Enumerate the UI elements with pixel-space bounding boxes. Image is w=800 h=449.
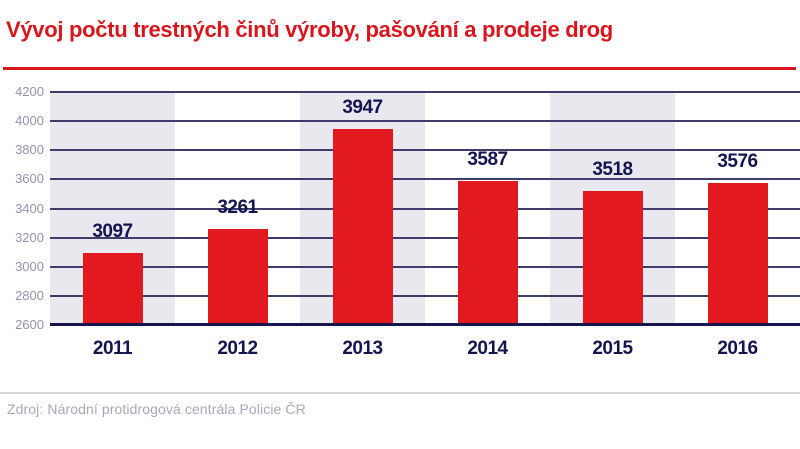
x-axis-labels: 2011 2012 2013 2014 2015 2016 — [50, 338, 800, 362]
bar-2016 — [707, 182, 768, 325]
gridline — [50, 91, 800, 93]
x-axis-line — [50, 323, 800, 326]
y-tick-label: 4200 — [15, 84, 44, 99]
plot-area: 3097 3261 3947 3587 3518 3576 — [50, 91, 800, 326]
bar-value-label: 3947 — [342, 96, 383, 118]
bar-value-label: 3097 — [92, 220, 133, 242]
bar-value-label: 3518 — [592, 159, 633, 181]
x-tick-label: 2012 — [217, 338, 258, 359]
bar-2012 — [207, 228, 268, 325]
footer-divider — [0, 392, 800, 394]
x-tick-label: 2011 — [92, 338, 133, 359]
bar-value-label: 3261 — [217, 196, 258, 218]
bar-2011 — [82, 252, 143, 325]
gridline — [50, 236, 800, 239]
page-title: Vývoj počtu trestných činů výroby, pašov… — [6, 17, 613, 42]
bar-2014 — [457, 181, 518, 325]
y-tick-label: 4000 — [15, 113, 44, 129]
title-underline-rule — [3, 67, 796, 70]
bar-value-label: 3576 — [717, 150, 758, 172]
source-note: Zdroj: Národní protidrogová centrála Pol… — [7, 401, 306, 417]
gridline — [50, 149, 800, 152]
y-tick-label: 2600 — [15, 317, 44, 332]
y-tick-label: 3800 — [15, 142, 44, 158]
bar-2015 — [582, 191, 643, 325]
y-tick-label: 3000 — [15, 258, 44, 274]
y-tick-label: 3400 — [15, 200, 44, 216]
bar-value-label: 3587 — [467, 149, 508, 171]
x-tick-label: 2015 — [592, 338, 633, 359]
gridline — [50, 294, 800, 297]
gridline — [50, 178, 800, 181]
x-tick-label: 2016 — [717, 338, 758, 359]
gridline — [50, 120, 800, 123]
bar-2013 — [332, 128, 393, 325]
y-tick-label: 3200 — [15, 229, 44, 245]
x-tick-label: 2013 — [342, 338, 383, 359]
x-tick-label: 2014 — [467, 338, 508, 359]
gridline — [50, 265, 800, 268]
gridline — [50, 207, 800, 210]
y-tick-label: 3600 — [15, 171, 44, 187]
y-tick-label: 2800 — [15, 287, 44, 303]
y-axis-labels: 2600 2800 3000 3200 3400 3600 3800 4000 4200 — [0, 84, 44, 332]
